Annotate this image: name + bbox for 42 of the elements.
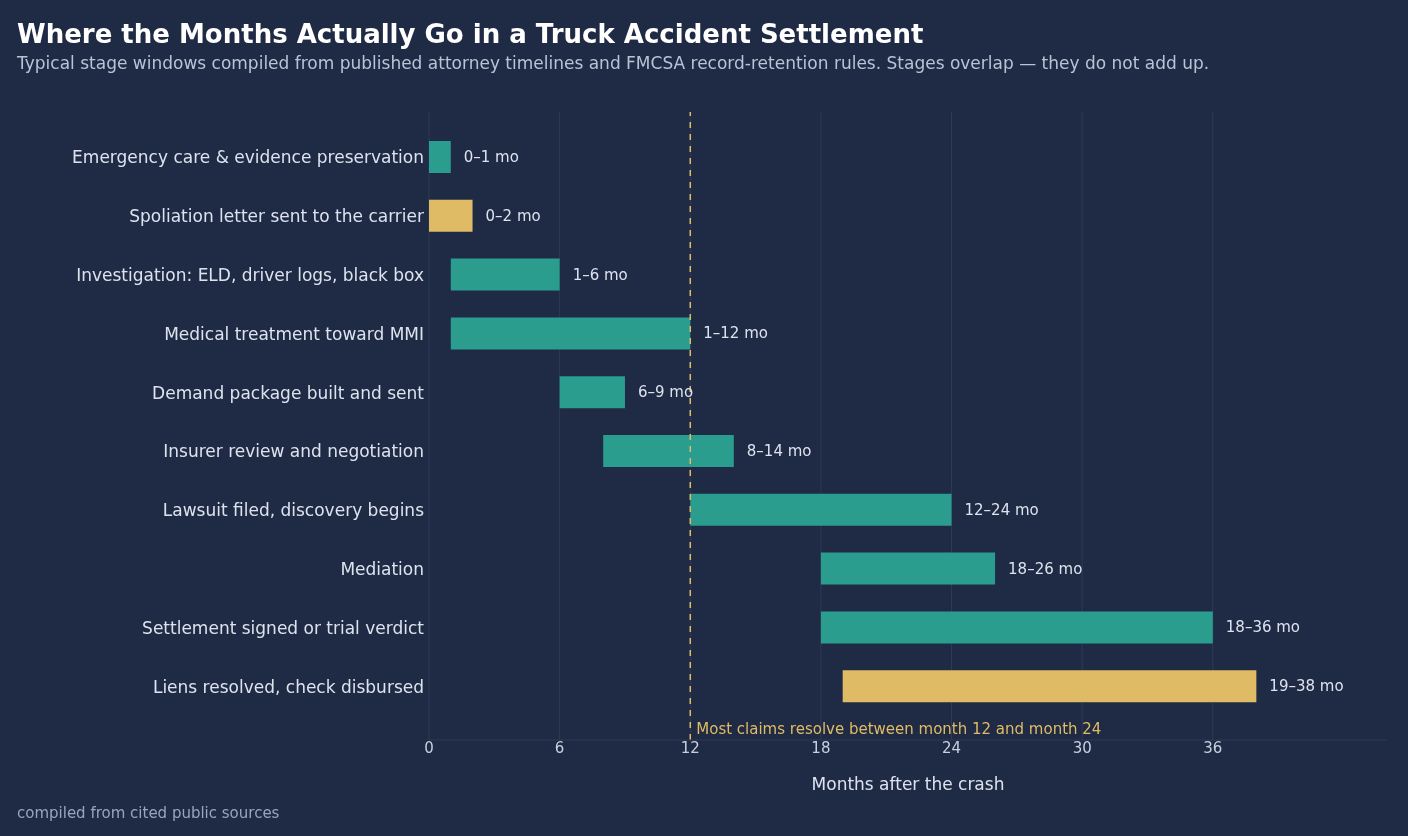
data-label: 18–26 mo <box>1008 559 1083 578</box>
text: compiled from cited public sources <box>17 803 280 823</box>
data-label: 8–14 mo <box>746 442 812 460</box>
data-label: 1–12 mo <box>703 324 768 343</box>
bar <box>429 199 473 232</box>
bar <box>690 493 952 526</box>
bar <box>603 435 734 467</box>
x-tick-label: 18 <box>811 738 831 757</box>
data-label: 0–1 mo <box>463 148 519 166</box>
data-label: 19–38 mo <box>1269 677 1344 696</box>
y-tick-label: Medical treatment toward MMI <box>164 323 424 344</box>
x-tick-label: 12 <box>680 738 700 757</box>
bar <box>559 376 625 409</box>
y-tick-label: Mediation <box>340 559 424 579</box>
data-label: 0–2 mo <box>485 206 541 225</box>
y-tick-label: Investigation: ELD, driver logs, black box <box>76 265 424 285</box>
ref-line-label: Most claims resolve between month 12 and month 24 <box>696 720 1102 738</box>
y-tick-label: Liens resolved, check disbursed <box>152 676 424 697</box>
x-tick-label: 6 <box>554 738 565 757</box>
y-tick-label: Emergency care & evidence preservation <box>72 147 424 168</box>
x-tick-label: 0 <box>424 738 434 757</box>
data-label: 12–24 mo <box>964 500 1039 519</box>
bar <box>450 258 560 291</box>
chart-subtitle: Typical stage windows compiled from published attorney timelines and FMCSA record-retention rules. Stages overlap — they do not add up. <box>17 52 1210 74</box>
data-label: 1–6 mo <box>572 265 628 284</box>
y-tick-label: Spoliation letter sent to the carrier <box>129 206 424 227</box>
x-axis-title: Months after the crash <box>811 774 1005 794</box>
x-tick-label: 24 <box>942 738 962 757</box>
y-tick-label: Insurer review and negotiation <box>163 441 424 462</box>
bar <box>842 670 1257 703</box>
bar <box>820 552 996 585</box>
y-tick-label: Lawsuit filed, discovery begins <box>162 500 425 521</box>
x-tick-label: 30 <box>1072 738 1092 757</box>
data-label: 6–9 mo <box>637 383 694 402</box>
y-tick-label: Demand package built and sent <box>152 382 425 403</box>
bar <box>429 141 451 173</box>
chart-title: Where the Months Actually Go in a Truck Accident Settlement <box>17 18 924 51</box>
bar <box>820 611 1213 644</box>
y-tick-label: Settlement signed or trial verdict <box>142 617 425 638</box>
x-tick-label: 36 <box>1203 738 1223 757</box>
bar <box>450 317 691 350</box>
data-label: 18–36 mo <box>1225 618 1301 637</box>
